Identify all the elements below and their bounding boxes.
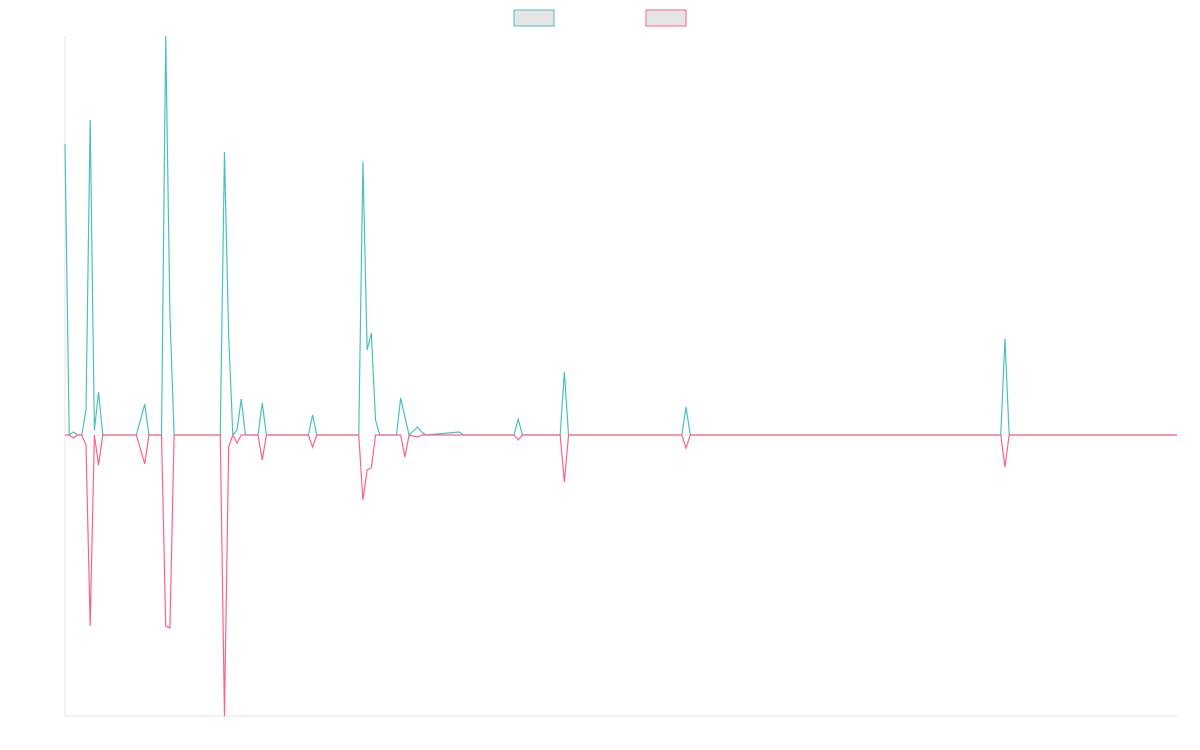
legend-swatch xyxy=(645,9,687,27)
legend-swatch xyxy=(513,9,555,27)
data-line xyxy=(64,35,1177,437)
data-line xyxy=(65,433,1177,717)
